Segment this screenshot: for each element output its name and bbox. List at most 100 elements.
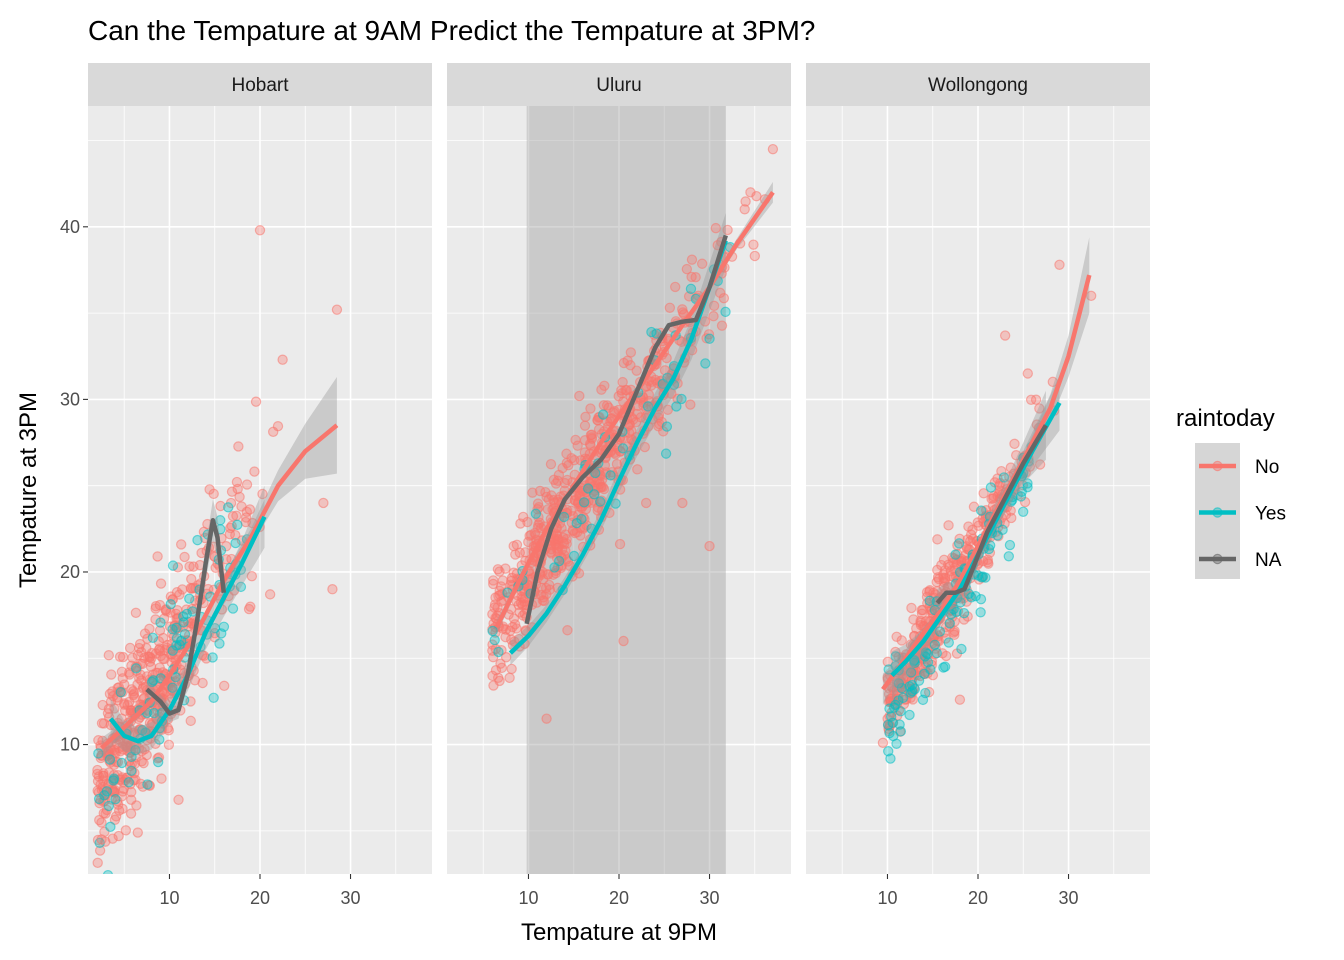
- scatter-point: [1005, 462, 1017, 473]
- scatter-point: [939, 565, 951, 576]
- scatter-point: [909, 657, 921, 669]
- scatter-point: [250, 396, 262, 407]
- scatter-point: [670, 281, 681, 293]
- scatter-point: [489, 634, 500, 646]
- scatter-point: [571, 527, 583, 538]
- scatter-point: [1022, 368, 1033, 379]
- scatter-point: [172, 604, 183, 616]
- scatter-point: [254, 225, 266, 236]
- scatter-point: [965, 529, 977, 540]
- scatter-point: [506, 663, 517, 675]
- scatter-point: [877, 737, 889, 749]
- scatter-point: [184, 561, 195, 572]
- scatter-point: [154, 662, 165, 673]
- scatter-point: [234, 491, 245, 503]
- scatter-point: [720, 306, 731, 318]
- scatter-point: [640, 497, 652, 509]
- scatter-point: [327, 584, 338, 595]
- scatter-point: [133, 642, 145, 654]
- scatter-point: [895, 706, 906, 717]
- scatter-point: [130, 663, 142, 674]
- scatter-point: [165, 598, 176, 610]
- legend-key-point: [1212, 460, 1223, 472]
- scatter-point: [500, 631, 511, 643]
- scatter-point: [905, 687, 917, 698]
- scatter-point: [954, 694, 966, 705]
- scatter-point: [574, 390, 585, 402]
- scatter-point: [507, 621, 518, 633]
- scatter-point: [631, 365, 642, 376]
- scatter-point: [932, 534, 943, 545]
- scatter-point: [949, 625, 960, 637]
- scatter-point: [538, 592, 549, 603]
- scatter-point: [532, 498, 544, 509]
- scatter-point: [660, 448, 672, 459]
- scatter-point: [235, 581, 247, 593]
- scatter-point: [1004, 539, 1016, 551]
- scatter-point: [639, 441, 651, 453]
- scatter-point: [632, 464, 643, 475]
- legend-entry-yes: Yes: [1199, 504, 1286, 525]
- facet-strip: [447, 63, 791, 106]
- scatter-point: [582, 483, 594, 494]
- scatter-point: [93, 793, 105, 805]
- scatter-point: [681, 263, 693, 275]
- scatter-point: [132, 827, 143, 838]
- scatter-point: [618, 357, 630, 369]
- scatter-point: [919, 651, 931, 662]
- scatter-point: [154, 734, 165, 745]
- smooth-line-yes: [508, 239, 728, 655]
- scatter-point: [944, 618, 955, 629]
- scatter-point: [504, 672, 515, 684]
- scatter-point: [906, 602, 917, 614]
- scatter-point: [657, 378, 669, 390]
- scatter-point: [152, 551, 163, 562]
- x-tick-label: 20: [609, 888, 629, 908]
- scatter-point: [272, 421, 284, 432]
- scatter-point: [178, 617, 189, 628]
- scatter-point: [219, 680, 230, 692]
- scatter-point: [1017, 506, 1029, 518]
- scatter-point: [958, 607, 970, 619]
- scatter-point: [174, 589, 185, 600]
- scatter-point: [963, 588, 975, 600]
- scatter-point: [184, 593, 195, 604]
- scatter-point: [185, 715, 196, 727]
- scatter-point: [246, 571, 258, 582]
- x-tick-label: 30: [341, 888, 361, 908]
- scatter-point: [572, 440, 583, 451]
- scatter-point: [891, 738, 902, 749]
- scatter-point: [167, 560, 179, 571]
- scatter-point: [540, 486, 551, 498]
- scatter-point: [120, 825, 132, 836]
- scatter-point: [148, 707, 160, 719]
- facet-panel-hobart: Hobart 10 20 30: [88, 63, 432, 908]
- scatter-point: [988, 490, 999, 502]
- scatter-point: [1034, 403, 1045, 414]
- x-tick-label: 10: [518, 888, 538, 908]
- scatter-point: [188, 561, 199, 572]
- scatter-point: [677, 307, 689, 318]
- scatter-point: [223, 502, 234, 513]
- scatter-point: [541, 713, 552, 724]
- scatter-point: [159, 644, 171, 656]
- scatter-point: [126, 794, 137, 805]
- scatter-point: [661, 421, 673, 432]
- scatter-point: [150, 603, 161, 614]
- scatter-point: [597, 409, 609, 420]
- scatter-point: [155, 578, 167, 589]
- facet-strip-label: Uluru: [596, 75, 641, 96]
- smooth-line-no: [100, 423, 339, 750]
- scatter-point: [496, 662, 508, 674]
- scatter-point: [167, 682, 178, 693]
- scatter-point: [671, 401, 682, 412]
- scatter-point: [609, 405, 620, 417]
- scatter-point: [664, 302, 676, 313]
- scatter-point: [487, 645, 498, 656]
- scatter-point: [230, 529, 241, 541]
- scatter-point: [207, 652, 218, 663]
- scatter-point: [173, 794, 184, 805]
- scatter-point: [186, 573, 197, 585]
- scatter-point: [117, 651, 129, 663]
